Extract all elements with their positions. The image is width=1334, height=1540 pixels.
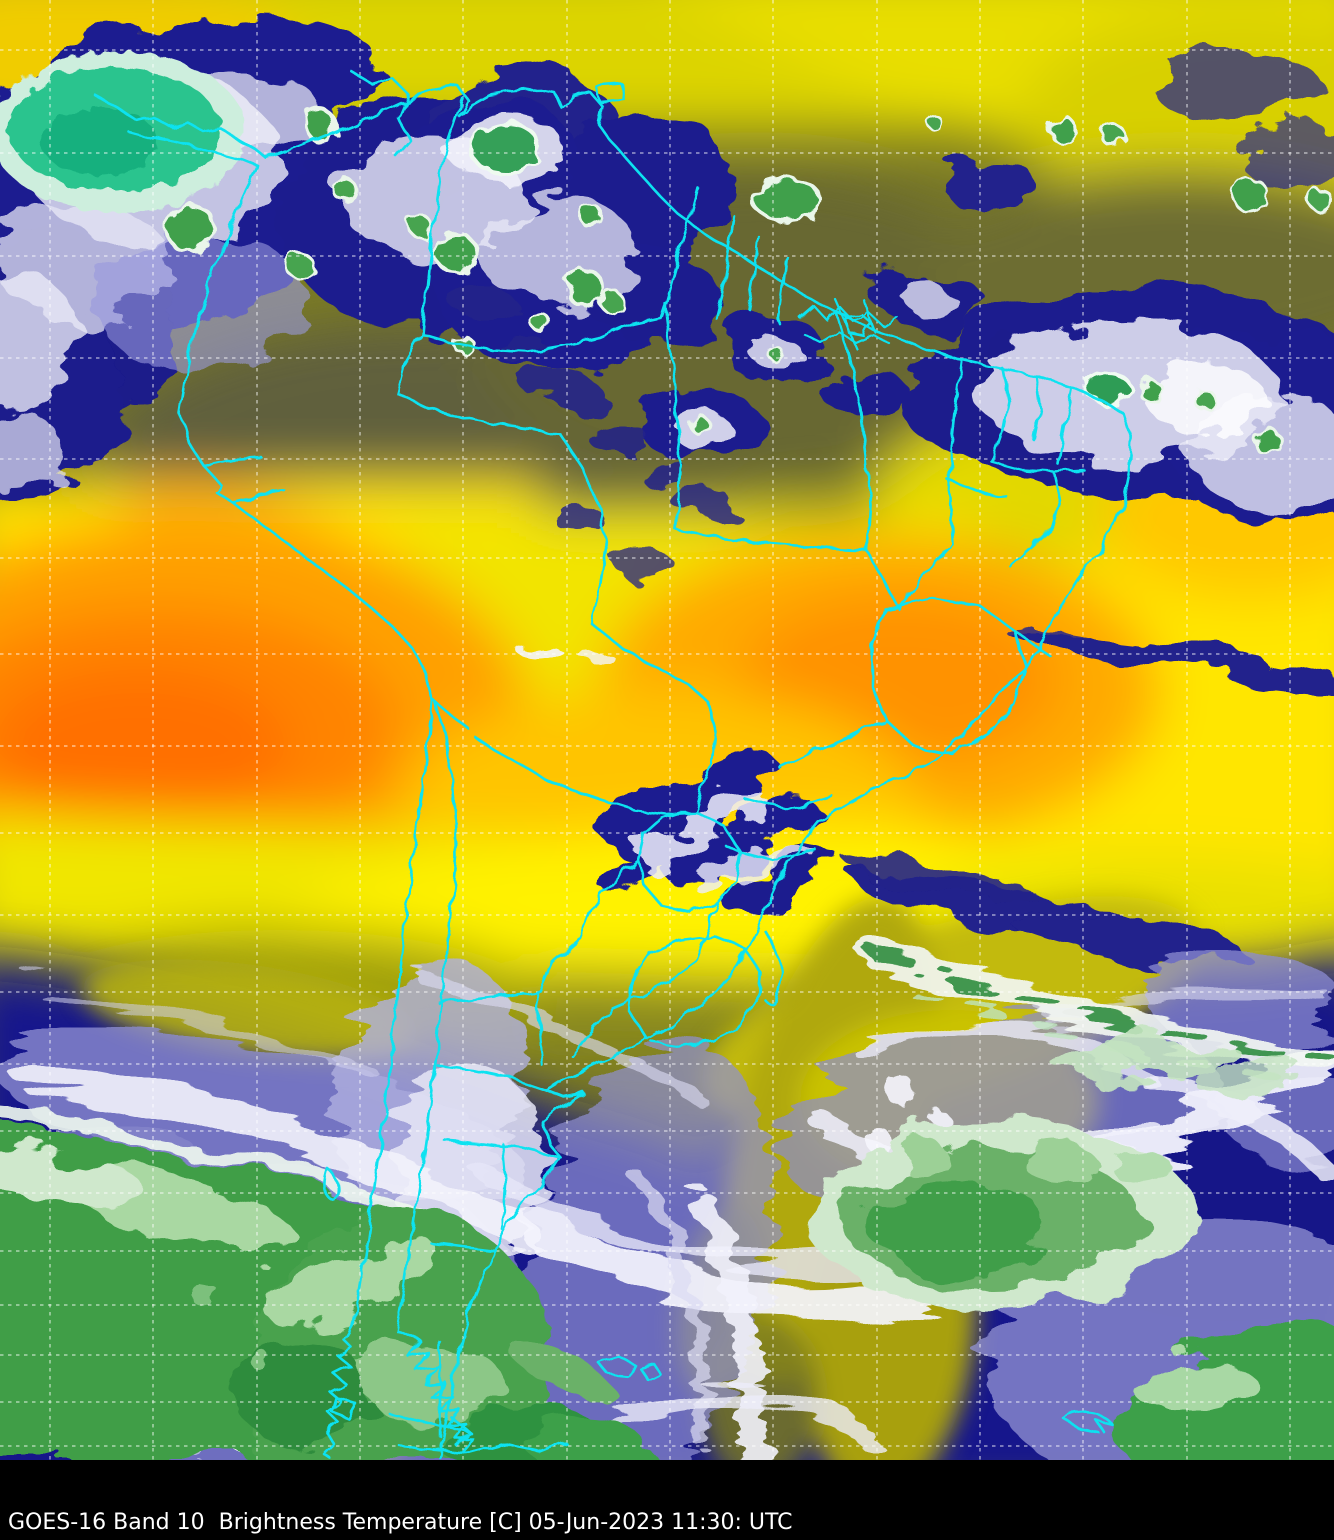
latlon-grid-overlay <box>0 0 1334 1460</box>
overshooting-tops <box>0 52 1333 457</box>
paraguay-outline <box>578 810 742 962</box>
tierra-del-fuego-lines <box>322 1166 567 1454</box>
uruguay-outline <box>628 928 783 1048</box>
amazon-delta-channels <box>798 298 898 351</box>
jet-streak-band <box>859 939 1334 1082</box>
coastline-pacific <box>178 164 435 1460</box>
goes16-ir-map <box>0 0 1334 1460</box>
grid-meridians <box>49 0 1291 1460</box>
satellite-image <box>0 0 1334 1460</box>
caption-bar: GOES-16 Band 10 Brightness Temperature [… <box>0 1460 1334 1540</box>
guiana-borders <box>420 186 788 354</box>
peru-bolivia-borders <box>431 432 718 816</box>
andes-border-chile-argentina <box>394 702 474 1452</box>
minas-gerais-outline <box>870 596 1052 756</box>
brazil-state-borders <box>662 300 1086 610</box>
caribbean-island <box>350 70 412 158</box>
panama-isthmus <box>126 129 260 168</box>
colombia-venezuela-borders <box>202 96 562 504</box>
argentina-province-borders <box>428 936 698 1252</box>
grid-parallels <box>0 49 1334 1447</box>
sao-paulo-parana-borders <box>726 718 888 862</box>
coastline-north-and-east <box>264 84 1134 1460</box>
upper-cloud-deck <box>0 10 1334 969</box>
southern-green-masses <box>0 1040 1334 1460</box>
south-atlantic-mark <box>1061 1410 1114 1434</box>
trinidad-outline <box>594 82 626 104</box>
falkland-islands-outline <box>596 1354 662 1382</box>
caption-text: GOES-16 Band 10 Brightness Temperature [… <box>8 1510 793 1535</box>
political-boundaries <box>94 70 1134 1460</box>
central-america-coastline <box>94 94 268 160</box>
